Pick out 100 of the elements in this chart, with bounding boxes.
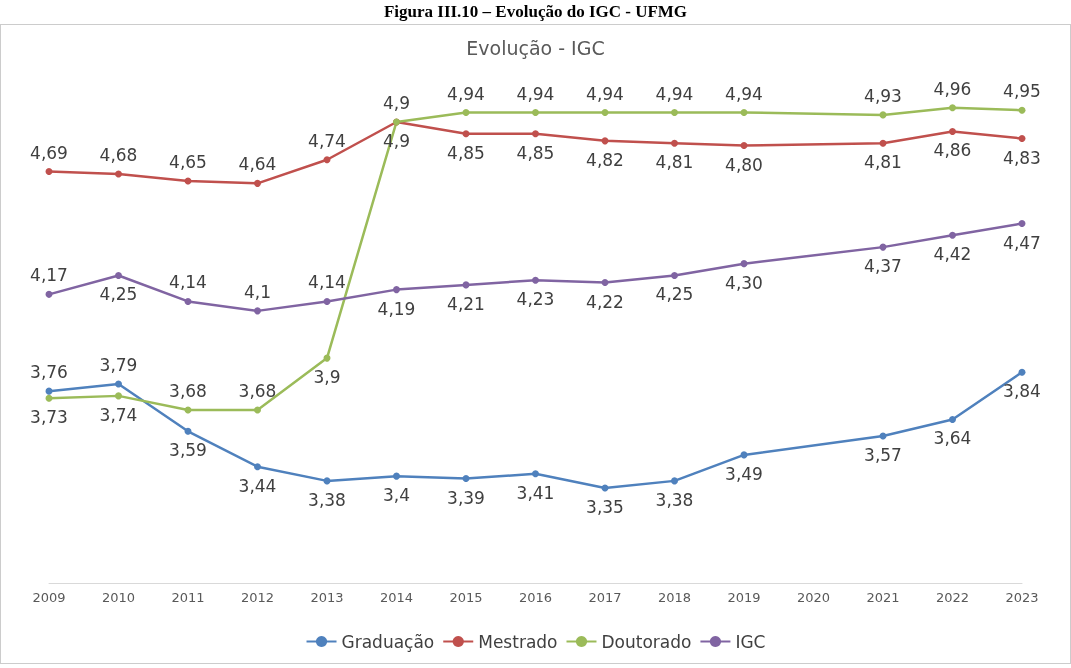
- data-label: 4,1: [243, 281, 272, 302]
- x-tick-label: 2013: [310, 590, 344, 605]
- point: [532, 130, 539, 138]
- point: [323, 297, 331, 305]
- point: [949, 127, 956, 135]
- point: [949, 231, 956, 239]
- data-label: 3,57: [864, 445, 902, 466]
- point: [393, 286, 400, 294]
- x-tick-label: 2014: [379, 590, 414, 605]
- point: [393, 472, 400, 480]
- point: [115, 380, 122, 388]
- point: [462, 109, 470, 117]
- data-label: 4,74: [308, 130, 346, 151]
- data-label: 4,94: [655, 83, 694, 104]
- point: [254, 179, 261, 187]
- data-label: 3,68: [169, 381, 207, 402]
- data-label: 3,38: [308, 489, 346, 510]
- point: [601, 279, 609, 287]
- x-tick-label: 2022: [935, 590, 970, 605]
- point: [115, 392, 122, 400]
- point: [949, 415, 956, 423]
- data-label: 3,39: [447, 487, 485, 508]
- point: [1018, 368, 1026, 376]
- chart-title: Figura III.10 – Evolução do IGC - UFMG: [382, 1, 689, 23]
- data-label: 4,94: [586, 83, 624, 104]
- data-label: 4,81: [864, 152, 902, 173]
- data-label: 3,84: [1003, 381, 1041, 402]
- x-tick-label: 2020: [796, 590, 831, 605]
- data-label: 3,74: [99, 404, 138, 425]
- point: [254, 307, 261, 315]
- point: [1018, 135, 1026, 142]
- x-tick-label: 2012: [240, 590, 275, 605]
- data-label: 4,85: [516, 142, 555, 163]
- data-label: 3,4: [382, 485, 411, 506]
- point: [671, 271, 678, 279]
- data-label: 4,65: [169, 152, 207, 173]
- data-label: 3,49: [725, 463, 763, 484]
- point: [879, 139, 887, 147]
- x-tick-label: 2021: [866, 590, 900, 605]
- x-tick-label: 2009: [32, 590, 66, 605]
- x-tick-label: 2010: [101, 590, 136, 605]
- point: [45, 394, 53, 402]
- legend-label: Graduação: [341, 631, 435, 652]
- data-label: 4,47: [1003, 232, 1041, 253]
- data-label: 4,17: [30, 265, 68, 286]
- point: [671, 139, 678, 147]
- point: [532, 470, 539, 478]
- data-label: 3,9: [313, 367, 341, 388]
- point: [671, 477, 678, 485]
- data-label: 4,42: [933, 244, 972, 265]
- point: [532, 109, 539, 117]
- chart-subtitle: Evolução - IGC: [466, 36, 605, 59]
- data-label: 3,64: [933, 428, 972, 449]
- data-label: 4,69: [30, 142, 68, 163]
- point: [184, 297, 192, 305]
- data-label: 4,30: [725, 272, 763, 293]
- data-label: 3,59: [169, 440, 207, 461]
- data-label: 4,14: [308, 272, 346, 293]
- data-label: 4,14: [169, 272, 207, 293]
- x-tick-label: 2015: [449, 590, 483, 605]
- data-label: 4,21: [447, 293, 485, 314]
- data-label: 4,94: [725, 83, 763, 104]
- data-label: 4,83: [1003, 147, 1041, 168]
- legend-label: IGC: [735, 631, 766, 652]
- point: [740, 109, 748, 117]
- point: [45, 168, 53, 176]
- data-label: 4,82: [586, 149, 624, 170]
- x-tick-label: 2019: [727, 590, 761, 605]
- point: [254, 463, 261, 471]
- x-tick-label: 2018: [657, 590, 692, 605]
- point: [671, 109, 678, 117]
- data-label: 4,94: [447, 83, 485, 104]
- x-tick-label: 2017: [588, 590, 622, 605]
- x-tick-label: 2023: [1005, 590, 1039, 605]
- data-label: 4,23: [516, 289, 555, 310]
- data-label: 3,38: [655, 489, 694, 510]
- data-label: 4,22: [586, 291, 624, 312]
- point: [45, 290, 53, 298]
- data-label: 4,37: [864, 256, 902, 277]
- point: [601, 109, 609, 117]
- legend-label: Mestrado: [478, 631, 558, 652]
- data-label: 4,94: [516, 83, 555, 104]
- point: [323, 156, 331, 164]
- point: [1018, 220, 1026, 228]
- data-label: 4,95: [1003, 81, 1041, 102]
- data-label: 4,85: [447, 142, 485, 163]
- data-label: 4,86: [933, 140, 972, 161]
- data-label: 3,35: [586, 496, 624, 517]
- data-label: 4,25: [655, 284, 694, 305]
- point: [115, 170, 122, 178]
- data-label: 4,68: [99, 144, 138, 165]
- data-label: 4,80: [725, 154, 763, 175]
- data-label: 3,79: [99, 355, 138, 376]
- point: [115, 271, 122, 279]
- data-label: 3,76: [30, 362, 68, 383]
- data-label: 4,93: [864, 85, 902, 106]
- data-label: 4,81: [655, 152, 694, 173]
- point: [740, 142, 748, 150]
- point: [532, 276, 539, 284]
- point: [740, 260, 748, 268]
